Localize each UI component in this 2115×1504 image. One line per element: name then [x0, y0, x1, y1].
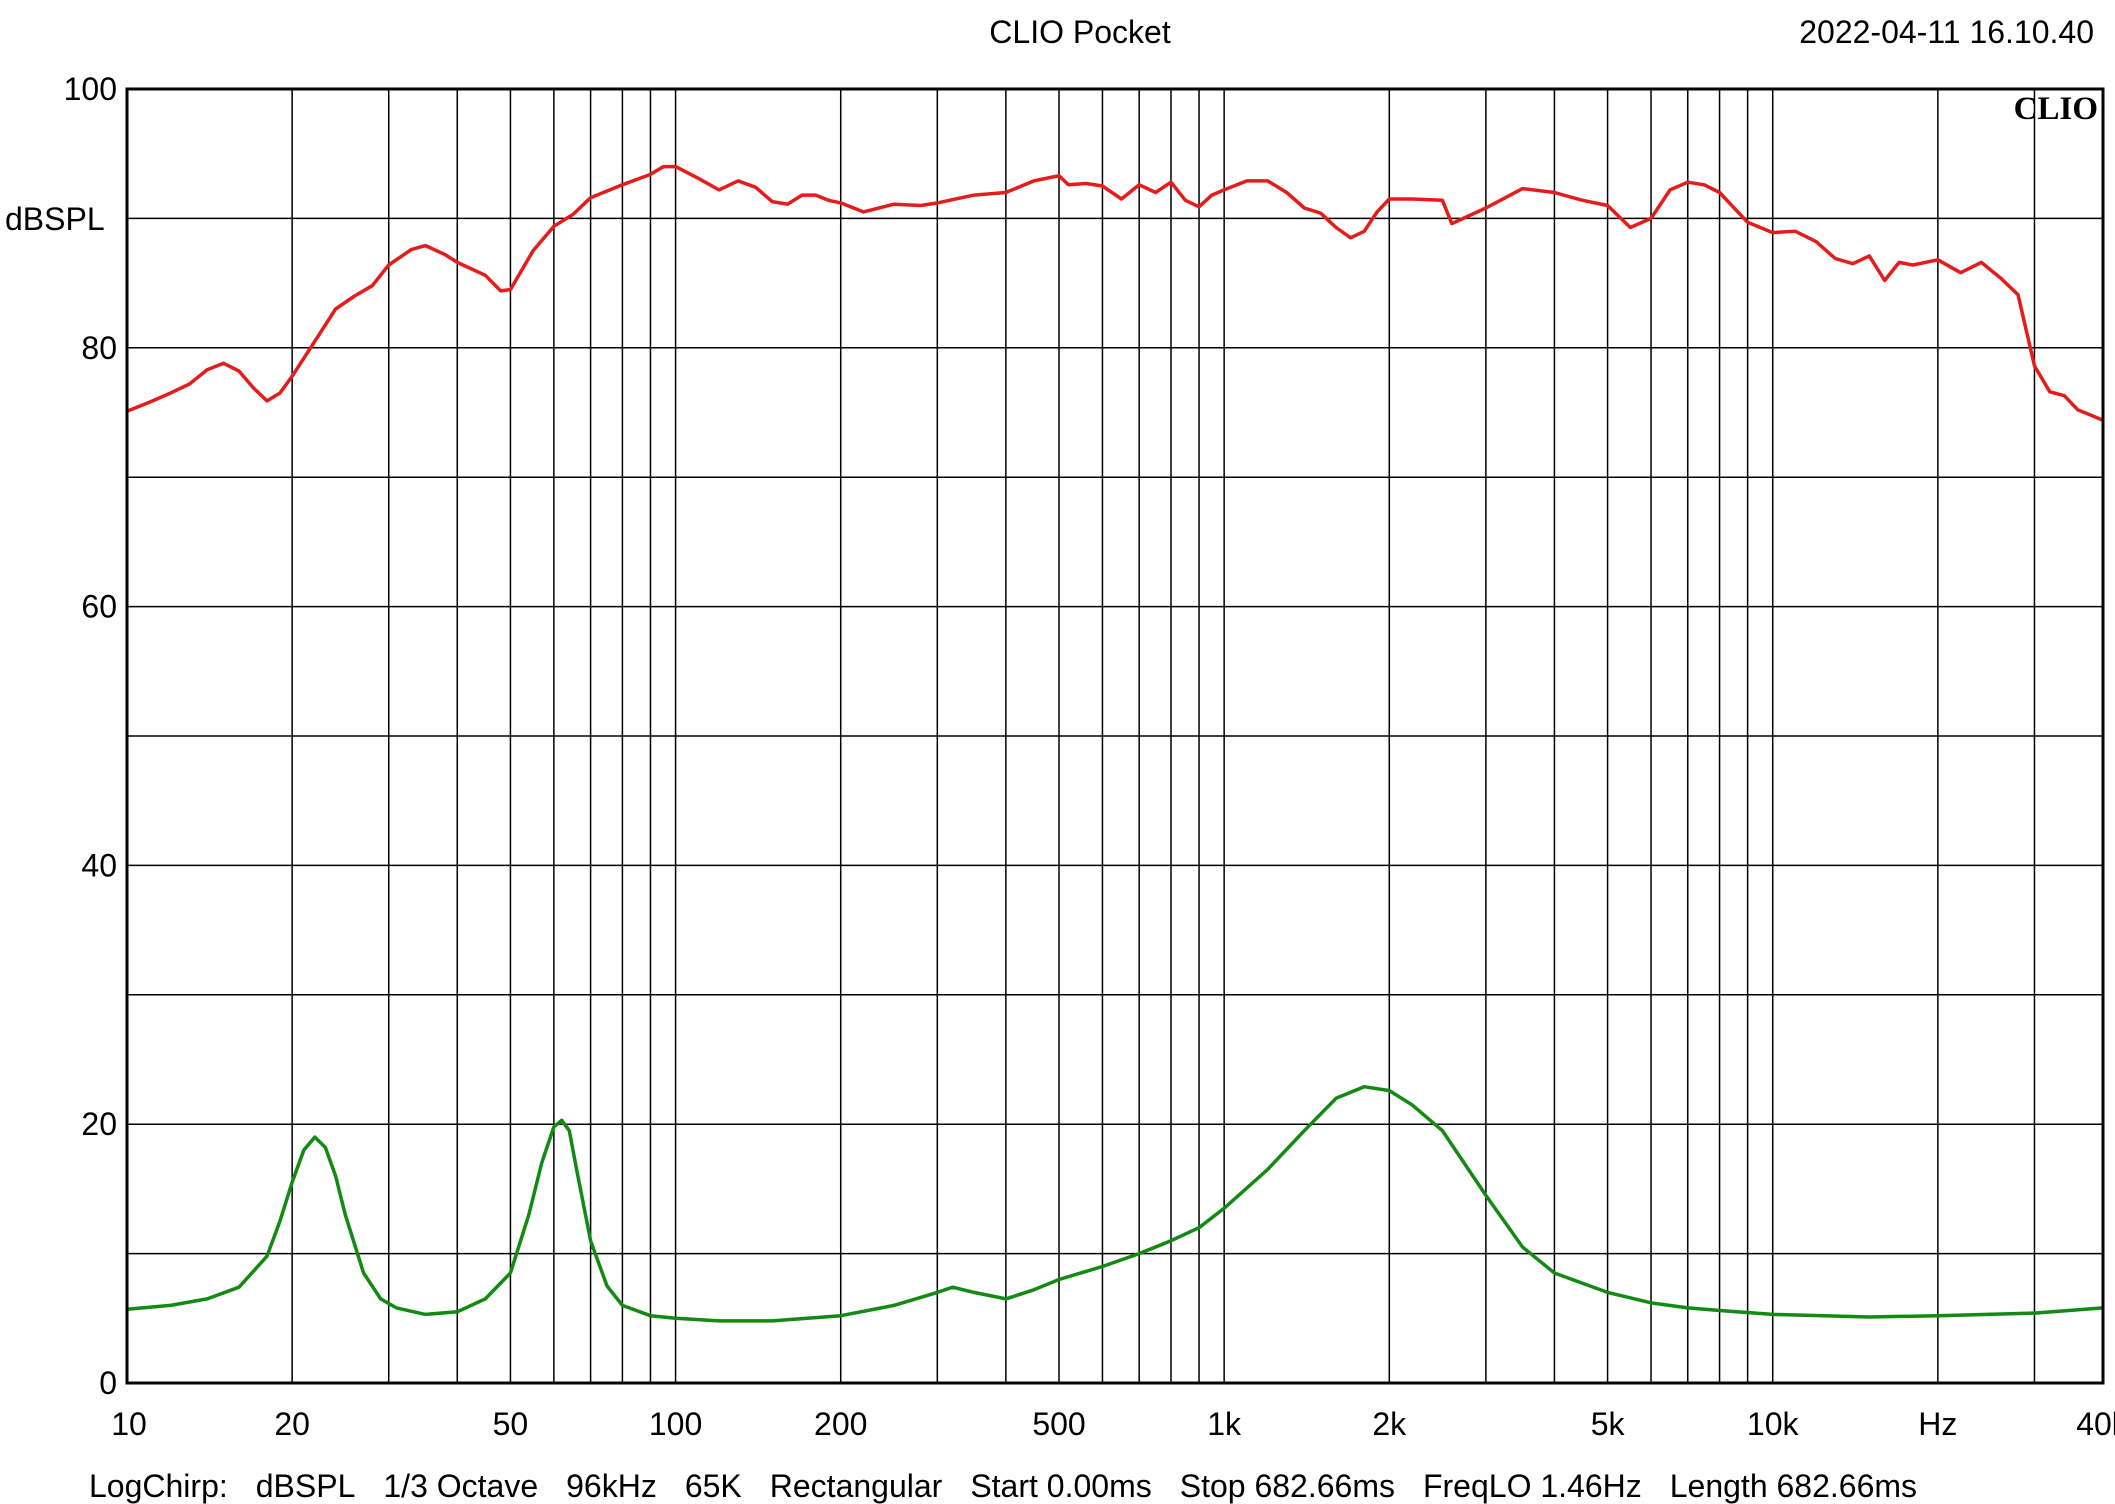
y-tick-label: 40	[81, 847, 117, 883]
measurement-settings: LogChirp: dBSPL 1/3 Octave 96kHz 65K Rectangu…	[89, 1470, 1945, 1502]
y-tick-label: 0	[99, 1365, 117, 1401]
settings-item: FreqLO 1.46Hz	[1422, 1468, 1642, 1504]
plot-frame	[125, 87, 2105, 1385]
y-tick-label: 20	[81, 1106, 117, 1142]
x-tick-labels: 10 20 50 100 200 500 1k 2k 5k 10k Hz 40k	[111, 1406, 2115, 1442]
chart-grid	[126, 88, 2104, 1384]
series-line-2	[126, 1084, 2104, 1323]
y-tick-label: 80	[81, 330, 117, 366]
settings-item: 1/3 Octave	[383, 1468, 539, 1504]
settings-item: LogChirp:	[89, 1468, 228, 1504]
timestamp: 2022-04-11 16.10.40	[1799, 14, 2094, 50]
settings-item: 96kHz	[566, 1468, 657, 1504]
x-tick-label: 200	[814, 1406, 867, 1442]
y-tick-labels: 0 20 40 60 80 100	[64, 71, 117, 1401]
settings-item: Rectangular	[769, 1468, 943, 1504]
x-tick-label: 5k	[1591, 1406, 1626, 1442]
chart-title: CLIO Pocket	[989, 14, 1171, 50]
x-tick-label: 40k	[2076, 1406, 2115, 1442]
y-axis-label: dBSPL	[5, 201, 105, 237]
x-tick-label: 50	[493, 1406, 529, 1442]
settings-item: Stop 682.66ms	[1179, 1468, 1395, 1504]
y-tick-label: 100	[64, 71, 117, 107]
x-tick-label: 500	[1032, 1406, 1085, 1442]
series-line-1	[126, 164, 2104, 422]
x-tick-label: 10k	[1747, 1406, 1800, 1442]
settings-item: dBSPL	[255, 1468, 356, 1504]
x-tick-label: 20	[274, 1406, 310, 1442]
clio-logo: CLIO	[2014, 91, 2098, 127]
y-tick-label: 60	[81, 589, 117, 625]
x-tick-label: Hz	[1918, 1406, 1957, 1442]
settings-item: Length 682.66ms	[1669, 1468, 1918, 1504]
x-tick-label: 1k	[1207, 1406, 1242, 1442]
x-tick-label: 100	[649, 1406, 702, 1442]
x-tick-label: 10	[111, 1406, 147, 1442]
chart-curves	[126, 164, 2104, 1323]
settings-item: 65K	[684, 1468, 742, 1504]
settings-item: Start 0.00ms	[970, 1468, 1152, 1504]
x-tick-label: 2k	[1372, 1406, 1407, 1442]
